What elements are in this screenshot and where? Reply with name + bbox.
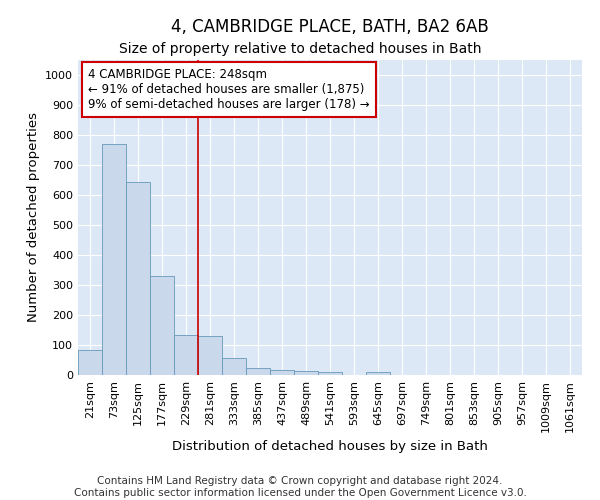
Bar bbox=[174, 334, 198, 375]
Bar bbox=[150, 276, 174, 375]
Bar bbox=[294, 372, 318, 375]
Bar bbox=[270, 370, 294, 375]
X-axis label: Distribution of detached houses by size in Bath: Distribution of detached houses by size … bbox=[172, 440, 488, 453]
Text: 4 CAMBRIDGE PLACE: 248sqm
← 91% of detached houses are smaller (1,875)
9% of sem: 4 CAMBRIDGE PLACE: 248sqm ← 91% of detac… bbox=[88, 68, 370, 111]
Text: Size of property relative to detached houses in Bath: Size of property relative to detached ho… bbox=[119, 42, 481, 56]
Bar bbox=[198, 336, 222, 375]
Text: Contains HM Land Registry data © Crown copyright and database right 2024.
Contai: Contains HM Land Registry data © Crown c… bbox=[74, 476, 526, 498]
Bar bbox=[318, 372, 342, 375]
Bar bbox=[366, 372, 390, 375]
Bar bbox=[246, 368, 270, 375]
Title: 4, CAMBRIDGE PLACE, BATH, BA2 6AB: 4, CAMBRIDGE PLACE, BATH, BA2 6AB bbox=[171, 18, 489, 36]
Bar bbox=[126, 182, 150, 375]
Bar bbox=[222, 358, 246, 375]
Bar bbox=[78, 350, 102, 375]
Y-axis label: Number of detached properties: Number of detached properties bbox=[26, 112, 40, 322]
Bar bbox=[102, 144, 126, 375]
